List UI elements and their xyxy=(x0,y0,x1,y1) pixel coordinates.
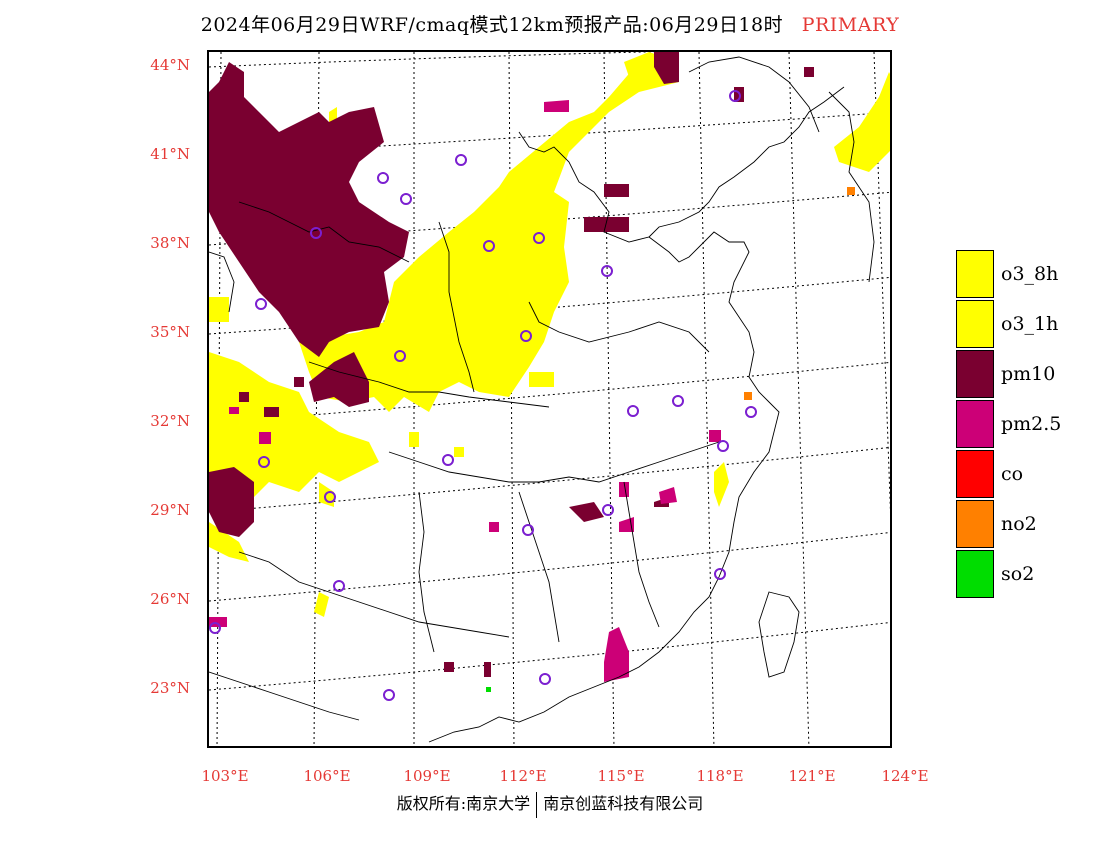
title-main: 2024年06月29日WRF/cmaq模式12km预报产品:06月29日18时 xyxy=(200,14,784,36)
lat-label-35: 35°N xyxy=(150,323,190,341)
lat-label-23: 23°N xyxy=(150,679,190,697)
footer-divider xyxy=(536,791,538,818)
legend-label: pm2.5 xyxy=(1001,413,1062,435)
legend-label: o3_1h xyxy=(1001,313,1059,335)
lon-label-106: 106°E xyxy=(303,767,351,785)
lon-label-121: 121°E xyxy=(788,767,836,785)
so2-spots xyxy=(486,687,491,692)
legend-label: no2 xyxy=(1001,513,1037,535)
pollutant-legend: o3_8h o3_1h pm10 pm2.5 co no2 so2 xyxy=(956,249,1096,599)
lon-label-109: 109°E xyxy=(403,767,451,785)
legend-swatch xyxy=(956,250,994,298)
pm10-areas xyxy=(209,52,814,677)
no2-spots xyxy=(744,187,855,400)
copyright-right: 南京创蓝科技有限公司 xyxy=(543,794,704,813)
legend-item: o3_8h xyxy=(956,249,1096,299)
legend-swatch xyxy=(956,300,994,348)
legend-swatch xyxy=(956,550,994,598)
legend-label: co xyxy=(1001,463,1024,485)
lon-label-124: 124°E xyxy=(881,767,929,785)
legend-swatch xyxy=(956,400,994,448)
legend-swatch xyxy=(956,350,994,398)
legend-item: o3_1h xyxy=(956,299,1096,349)
lat-label-38: 38°N xyxy=(150,234,190,252)
lon-label-118: 118°E xyxy=(696,767,744,785)
lat-label-26: 26°N xyxy=(150,590,190,608)
lon-label-112: 112°E xyxy=(499,767,547,785)
boundaries xyxy=(209,56,875,743)
station-markers xyxy=(209,90,757,701)
lat-label-44: 44°N xyxy=(150,56,190,74)
legend-item: so2 xyxy=(956,549,1096,599)
legend-item: co xyxy=(956,449,1096,499)
lat-label-32: 32°N xyxy=(150,412,190,430)
map-canvas xyxy=(209,52,890,746)
pm25-areas xyxy=(209,100,721,682)
map-panel[interactable] xyxy=(207,50,892,748)
legend-item: no2 xyxy=(956,499,1096,549)
legend-label: o3_8h xyxy=(1001,263,1059,285)
legend-label: pm10 xyxy=(1001,363,1056,385)
map-title: 2024年06月29日WRF/cmaq模式12km预报产品:06月29日18时 … xyxy=(0,10,1100,37)
legend-item: pm10 xyxy=(956,349,1096,399)
copyright-left: 版权所有:南京大学 xyxy=(396,794,531,813)
lat-label-41: 41°N xyxy=(150,145,190,163)
legend-item: pm2.5 xyxy=(956,399,1096,449)
lon-label-103: 103°E xyxy=(201,767,249,785)
lat-label-29: 29°N xyxy=(150,501,190,519)
legend-label: so2 xyxy=(1001,563,1035,585)
lon-label-115: 115°E xyxy=(597,767,645,785)
legend-swatch xyxy=(956,500,994,548)
legend-swatch xyxy=(956,450,994,498)
title-tag: PRIMARY xyxy=(801,14,900,36)
copyright-footer: 版权所有:南京大学 南京创蓝科技有限公司 xyxy=(0,790,1100,818)
